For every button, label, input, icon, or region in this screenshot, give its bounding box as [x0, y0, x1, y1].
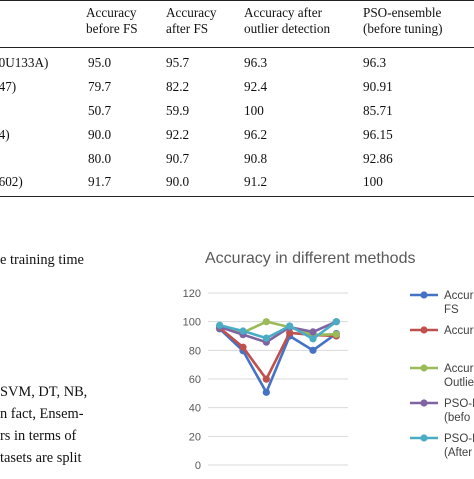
col-header-accuracy-after-outlier: Accuracy after outlier detection	[244, 5, 330, 37]
y-tick-label: 0	[195, 460, 201, 472]
series-line	[218, 327, 338, 394]
cell-value: 82.2	[166, 79, 190, 94]
legend-label: PSO-E	[444, 433, 474, 445]
accuracy-line-chart: Accuracy in different methods 0 20 40 60 80 1…	[163, 240, 474, 474]
legend-swatch-marker	[420, 434, 428, 442]
legend-swatch-marker	[420, 291, 428, 299]
row-label: 20U133A)	[0, 55, 49, 70]
legend-label: FS	[444, 304, 459, 316]
data-point	[332, 330, 340, 338]
data-point	[309, 328, 317, 336]
legend-label: PSO-E	[444, 398, 474, 410]
header-line: Accuracy	[86, 5, 137, 20]
paragraph-line: SVM, DT, NB,	[0, 384, 88, 400]
paragraph-line: rs in terms of	[0, 428, 77, 444]
cell-value: 92.4	[244, 79, 268, 94]
y-tick-label: 80	[189, 345, 201, 357]
data-point	[262, 388, 270, 396]
header-line: outlier detection	[244, 21, 331, 36]
row-label: 04)	[0, 127, 10, 142]
legend-label: Accur	[444, 363, 474, 375]
legend-label: Accur	[444, 325, 474, 337]
data-point	[262, 334, 270, 342]
header-line: Accuracy after	[244, 5, 322, 20]
data-point	[216, 321, 224, 329]
cell-value: 95.7	[166, 55, 190, 70]
paragraph-line: n fact, Ensem-	[0, 406, 84, 422]
data-point	[286, 329, 294, 337]
row-label: 5602)	[0, 174, 23, 189]
header-line: before FS	[86, 21, 138, 36]
table-header-rule	[0, 47, 474, 48]
header-line: PSO-ensemble	[363, 5, 442, 20]
cell-value: 90.91	[363, 79, 393, 94]
cell-value: 50.7	[88, 103, 112, 118]
legend-label: Outlie	[444, 377, 474, 389]
col-header-accuracy-before-fs: Accuracy before FS	[86, 5, 138, 37]
cell-value: 92.86	[363, 151, 393, 166]
data-point	[286, 322, 294, 330]
series-line	[219, 320, 338, 341]
chart-title: Accuracy in different methods	[205, 250, 416, 267]
legend-label: (befo	[444, 412, 470, 424]
cell-value: 96.15	[363, 127, 393, 142]
row-label: 947)	[0, 79, 17, 94]
cell-value: 85.71	[363, 103, 393, 118]
legend-swatch-marker	[420, 364, 428, 372]
y-tick-label: 60	[189, 374, 201, 386]
header-line: after FS	[166, 21, 209, 36]
paragraph-line: e training time	[0, 252, 84, 268]
cell-value: 95.0	[88, 55, 112, 70]
data-point	[332, 318, 340, 326]
cell-value: 96.2	[244, 127, 268, 142]
cell-value: 90.8	[244, 151, 268, 166]
col-header-pso-ensemble: PSO-ensemble (before tuning)	[363, 5, 442, 37]
data-point	[262, 375, 270, 383]
cell-value: 100	[244, 103, 264, 118]
data-point	[309, 346, 317, 354]
cell-value: 90.0	[166, 174, 190, 189]
results-table: Accuracy before FS Accuracy after FS Acc…	[0, 0, 474, 198]
data-point	[239, 343, 247, 351]
cell-value: 92.2	[166, 127, 190, 142]
cell-value: 91.7	[88, 174, 112, 189]
legend-label: (After	[444, 447, 472, 459]
table-bottom-rule	[0, 196, 474, 197]
cell-value: 100	[363, 174, 383, 189]
data-point	[239, 327, 247, 335]
y-tick-label: 40	[189, 403, 201, 415]
table-top-rule	[0, 0, 474, 1]
cell-value: 80.0	[88, 151, 112, 166]
data-point	[309, 335, 317, 343]
legend-swatch-marker	[420, 399, 428, 407]
cell-value: 59.9	[166, 103, 190, 118]
header-line: (before tuning)	[363, 21, 443, 36]
cell-value: 96.3	[363, 55, 387, 70]
legend-swatch-marker	[420, 326, 428, 334]
cell-value: 90.0	[88, 127, 112, 142]
data-point	[262, 318, 270, 326]
cell-value: 90.7	[166, 151, 190, 166]
paragraph-line: tasets are split	[0, 450, 82, 466]
series-line	[219, 320, 337, 344]
header-line: Accuracy	[166, 5, 217, 20]
legend-label: Accur	[444, 290, 474, 302]
y-tick-label: 120	[183, 288, 201, 300]
cell-value: 91.2	[244, 174, 268, 189]
y-tick-label: 100	[183, 317, 201, 329]
y-tick-label: 20	[189, 431, 201, 443]
col-header-accuracy-after-fs: Accuracy after FS	[166, 5, 217, 37]
cell-value: 96.3	[244, 55, 268, 70]
cell-value: 79.7	[88, 79, 112, 94]
chart-canvas: 0 20 40 60 80 100 120 Accur FS Accur Accur Outlie PS…	[183, 288, 474, 472]
